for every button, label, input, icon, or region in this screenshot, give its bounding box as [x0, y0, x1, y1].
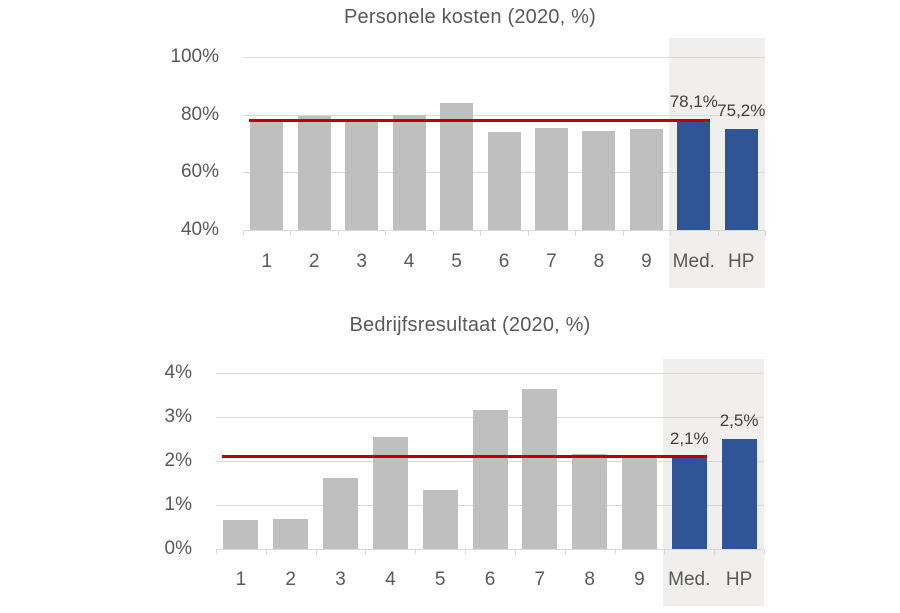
y-axis-tick-label: 60% [180, 161, 219, 183]
x-axis-category-label: 1 [235, 569, 247, 590]
axis-tick-mark [265, 550, 267, 555]
y-axis-tick-label: 0% [164, 538, 192, 559]
y-axis-tick-label: 3% [164, 406, 192, 427]
bar-6 [487, 131, 521, 230]
x-axis-category-label: 9 [634, 569, 645, 590]
axis-tick-mark [622, 231, 624, 236]
axis-tick-mark [564, 550, 566, 555]
data-label: 2,1% [669, 428, 709, 448]
axis-tick-mark [216, 550, 217, 555]
axis-tick-mark [717, 231, 719, 236]
bar-8 [572, 453, 608, 549]
axis-tick-mark [714, 550, 716, 555]
bar-6 [472, 410, 508, 549]
x-axis-category-label: 1 [261, 251, 273, 272]
x-axis-category-label: HP [725, 569, 753, 590]
x-axis-category-label: 5 [451, 251, 462, 272]
x-axis-category-label: 7 [534, 569, 546, 590]
x-axis-category-label: 6 [498, 251, 510, 272]
bar-4 [372, 436, 408, 549]
x-axis-category-label: 4 [385, 569, 396, 590]
reference-line [222, 455, 707, 459]
gridline [243, 230, 765, 231]
bar-3 [323, 477, 359, 549]
y-axis-tick-label: 80% [180, 103, 219, 125]
bar-7 [534, 127, 568, 230]
bar-med [671, 456, 707, 549]
x-axis-category-label: 9 [641, 251, 652, 272]
gridline [216, 549, 764, 550]
axis-tick-mark [664, 550, 666, 555]
axis-tick-mark [290, 231, 292, 236]
bar-8 [582, 131, 616, 230]
bar-hp [721, 439, 757, 549]
x-axis-category-label: 2 [308, 251, 320, 272]
bar-1 [250, 119, 284, 230]
x-axis-category-label: 5 [434, 569, 446, 590]
bar-2 [273, 519, 309, 549]
axis-tick-mark [575, 231, 577, 236]
bar-5 [422, 490, 458, 549]
y-axis-tick-label: 1% [164, 494, 192, 515]
axis-tick-mark [415, 550, 417, 555]
x-axis-category-label: 8 [584, 569, 595, 590]
x-axis-category-label: 7 [546, 251, 557, 272]
axis-tick-mark [514, 550, 516, 555]
axis-tick-mark [465, 550, 467, 555]
axis-tick-mark [385, 231, 387, 236]
x-axis-category-label: Med. [672, 251, 715, 272]
bar-7 [522, 389, 558, 549]
bar-3 [345, 120, 379, 230]
axis-tick-mark [243, 231, 244, 236]
gridline [243, 114, 765, 116]
bar-9 [621, 458, 657, 549]
data-label: 75,2% [717, 100, 766, 120]
axis-tick-mark [765, 231, 766, 236]
x-axis-category-label: HP [728, 251, 755, 272]
x-axis-category-label: 3 [356, 251, 367, 272]
bar-4 [392, 115, 426, 230]
axis-tick-mark [670, 231, 672, 236]
data-label: 2,5% [719, 411, 759, 430]
chart-title: Bedrijfsresultaat (2020, %) [349, 314, 591, 336]
chart-title: Personele kosten (2020, %) [343, 6, 596, 28]
y-axis-tick-label: 40% [180, 219, 219, 240]
y-axis-tick-label: 100% [170, 46, 219, 67]
reference-line [249, 118, 711, 122]
axis-tick-mark [527, 231, 529, 236]
bar-hp [724, 128, 758, 230]
x-axis-category-label: 2 [285, 569, 296, 590]
bar-2 [297, 115, 331, 230]
bar-9 [629, 128, 663, 230]
axis-tick-mark [480, 231, 482, 236]
x-axis-category-label: Med. [668, 569, 711, 590]
x-axis-category-label: 3 [335, 569, 346, 590]
axis-tick-mark [337, 231, 339, 236]
y-axis-tick-label: 2% [164, 450, 192, 471]
x-axis-category-label: 4 [403, 251, 415, 272]
gridline [243, 57, 765, 58]
axis-tick-mark [614, 550, 616, 555]
axis-tick-mark [432, 231, 434, 236]
bar-1 [223, 520, 259, 549]
axis-tick-mark [365, 550, 367, 555]
x-axis-category-label: 6 [484, 569, 496, 590]
gridline [216, 373, 764, 374]
bar-5 [440, 103, 474, 230]
x-axis-category-label: 8 [593, 251, 605, 272]
y-axis-tick-label: 4% [164, 362, 192, 383]
axis-tick-mark [315, 550, 317, 555]
bar-med [677, 120, 711, 230]
data-label: 78,1% [669, 92, 718, 112]
axis-tick-mark [764, 550, 765, 555]
